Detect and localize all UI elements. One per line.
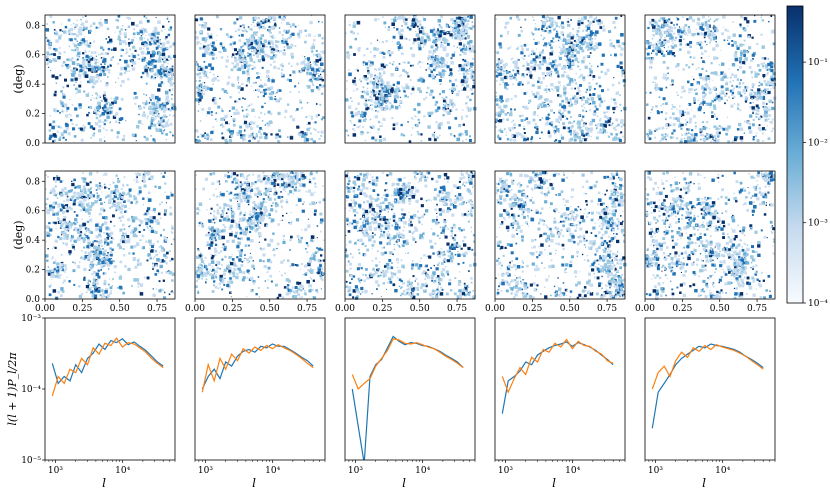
map-x-tick-label: 0.25: [72, 304, 92, 314]
map-frame: [44, 170, 176, 300]
map-panel-7: 0.00 0.25 0.50 0.75: [185, 170, 326, 314]
spectrum-frame: [494, 317, 626, 461]
map-x-tick-label: 0.50: [560, 304, 580, 314]
map-y-tick-label: 0.2: [26, 266, 40, 276]
map-frame: [644, 14, 776, 144]
spectrum-x-axis-label: l: [702, 476, 706, 490]
map-y-tick-label: 0.8: [26, 21, 41, 31]
spectrum-x-tick-label: 10⁴: [115, 466, 130, 476]
spectrum-frame: [344, 317, 476, 461]
map-panel-8: 0.00 0.25 0.50 0.75: [335, 170, 477, 314]
spectrum-series-2: [501, 338, 614, 394]
map-x-tick-label: 0.25: [372, 304, 392, 314]
map-frame: [494, 14, 626, 144]
map-x-tick-label: 0.00: [485, 304, 505, 314]
spectrum-x-axis-label: l: [552, 476, 556, 490]
map-x-tick-label: 0.75: [447, 304, 467, 314]
colorbar-bar: [786, 5, 804, 304]
map-frame: [44, 14, 176, 144]
map-frame: [494, 170, 626, 300]
colorbar-tick-label: 10⁻²: [808, 138, 828, 148]
map-y-tick-label: 0.0: [26, 139, 41, 149]
map-x-tick-label: 0.00: [185, 304, 205, 314]
spectrum-x-axis-label: l: [402, 476, 406, 490]
spectrum-x-tick-label: 10⁴: [565, 466, 580, 476]
spectrum-y-tick-label: 10⁻³: [21, 314, 41, 324]
spectrum-x-tick-label: 10⁴: [415, 466, 430, 476]
map-y-tick-label: 0.6: [26, 51, 41, 61]
map-y-tick-label: 0.2: [26, 110, 40, 120]
map-frame: [644, 170, 776, 300]
map-x-tick-label: 0.00: [635, 304, 655, 314]
map-x-tick-label: 0.75: [747, 304, 767, 314]
spectrum-x-tick-label: 10³: [198, 466, 213, 476]
map-y-tick-label: 0.0: [26, 295, 41, 305]
map-frame: [194, 170, 326, 300]
map-x-tick-label: 0.50: [710, 304, 730, 314]
spectrum-y-axis-label: l(l + 1)P_l/2π: [6, 352, 19, 426]
spectrum-y-tick-label: 10⁻⁴: [21, 385, 41, 395]
spectrum-panel-5: 10³ 10⁴ l: [644, 317, 776, 490]
spectrum-x-tick-label: 10⁴: [265, 466, 280, 476]
map-y-axis-label: (deg): [12, 64, 25, 93]
map-x-tick-label: 0.25: [222, 304, 242, 314]
colorbar-tick-label: 10⁻⁴: [808, 299, 828, 309]
spectrum-panel-3: 10³ 10⁴ l: [344, 317, 476, 490]
spectrum-frame: [644, 317, 776, 461]
colorbar: 10⁻¹ 10⁻² 10⁻³ 10⁻⁴: [786, 5, 828, 309]
map-panel-2: [194, 14, 326, 144]
map-panel-4: [494, 14, 627, 144]
colorbar-tick-label: 10⁻³: [808, 219, 828, 229]
density-maps: 0.0 0.2 0.4 0.6 0.8 (deg) 0.0 0.2 0.4 0.6 0.8 (deg)…: [12, 14, 777, 314]
spectrum-y-tick-label: 10⁻⁵: [21, 456, 41, 466]
map-panel-1: 0.0 0.2 0.4 0.6 0.8 (deg): [12, 14, 177, 149]
map-panel-6: 0.0 0.2 0.4 0.6 0.8 (deg) 0.00 0.25 0.50 0.75: [12, 170, 176, 314]
spectrum-panel-1: 10³ 10⁴ l 10⁻³ 10⁻⁴ 10⁻⁵ l(l + 1)P_l/2π: [6, 314, 176, 490]
map-x-tick-label: 0.00: [35, 304, 55, 314]
spectrum-panel-4: 10³ 10⁴ l: [494, 317, 626, 490]
map-x-tick-label: 0.50: [410, 304, 430, 314]
map-frame: [194, 14, 326, 144]
spectrum-series-2: [351, 338, 464, 391]
spectrum-x-tick-label: 10³: [348, 466, 363, 476]
spectrum-series-2: [651, 344, 764, 390]
map-x-tick-label: 0.25: [672, 304, 692, 314]
spectrum-x-axis-label: l: [102, 476, 106, 490]
map-frame: [344, 14, 476, 144]
map-panel-10: 0.00 0.25 0.50 0.75: [635, 170, 776, 314]
spectrum-x-tick-label: 10³: [48, 466, 63, 476]
map-x-tick-label: 0.50: [110, 304, 130, 314]
map-y-tick-label: 0.8: [26, 177, 41, 187]
spectrum-x-tick-label: 10³: [498, 466, 513, 476]
map-x-tick-label: 0.00: [335, 304, 355, 314]
map-x-tick-label: 0.50: [260, 304, 280, 314]
map-panel-3: [344, 14, 477, 144]
colorbar-tick-label: 10⁻¹: [808, 58, 828, 68]
power-spectra: 10³ 10⁴ l 10⁻³ 10⁻⁴ 10⁻⁵ l(l + 1)P_l/2π 10³ 10⁴ l…: [6, 314, 776, 490]
map-frame: [344, 170, 476, 300]
spectrum-series-2: [51, 337, 164, 397]
spectrum-x-tick-label: 10⁴: [715, 466, 730, 476]
map-panel-9: 0.00 0.25 0.50 0.75: [485, 170, 627, 314]
map-y-tick-label: 0.4: [26, 80, 41, 90]
map-x-tick-label: 0.75: [297, 304, 317, 314]
spectrum-series-1: [51, 338, 164, 385]
map-y-tick-label: 0.4: [26, 236, 41, 246]
spectrum-series-2: [201, 344, 314, 393]
map-x-tick-label: 0.25: [522, 304, 542, 314]
map-x-tick-label: 0.75: [147, 304, 167, 314]
map-y-tick-label: 0.6: [26, 207, 41, 217]
spectrum-x-tick-label: 10³: [648, 466, 663, 476]
spectrum-panel-2: 10³ 10⁴ l: [194, 317, 326, 490]
spectrum-x-axis-label: l: [252, 476, 256, 490]
map-x-tick-label: 0.75: [597, 304, 617, 314]
spectrum-frame: [194, 317, 326, 461]
map-panel-5: [644, 14, 777, 144]
map-y-axis-label: (deg): [12, 220, 25, 249]
